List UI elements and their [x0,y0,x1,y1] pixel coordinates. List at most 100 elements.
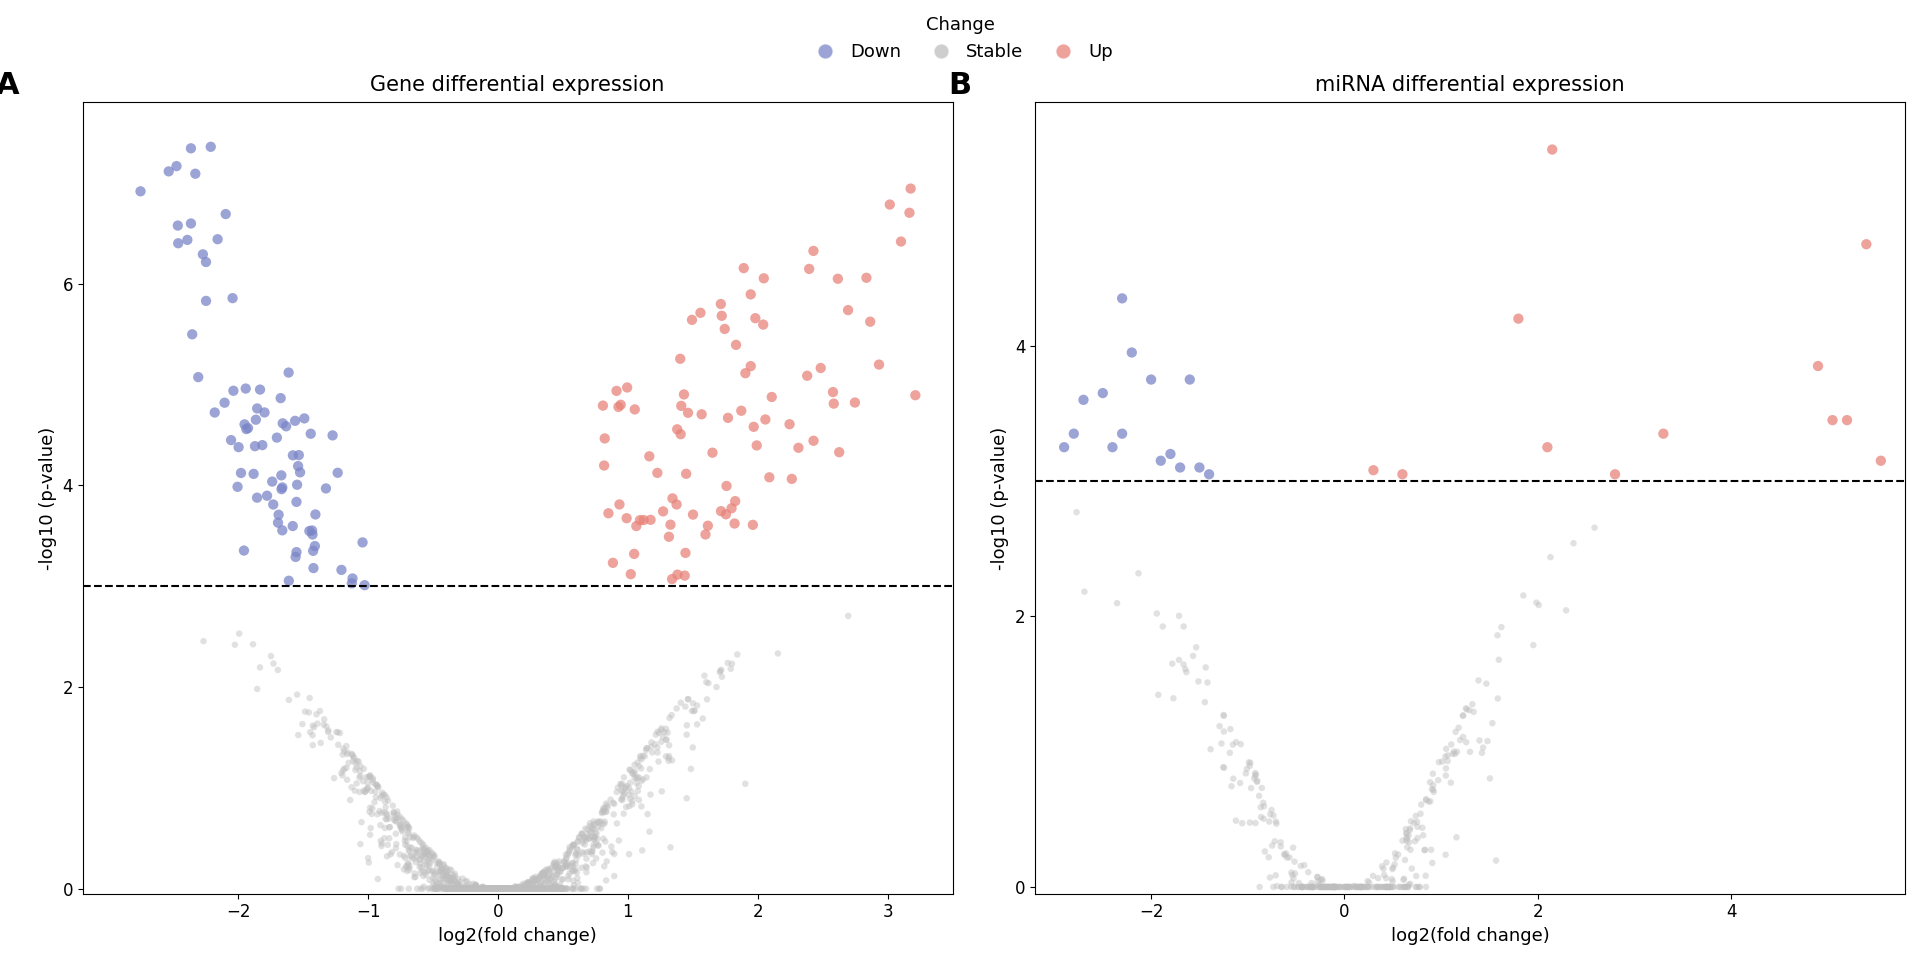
Point [516,881,547,897]
Point [399,866,430,881]
Point [1350,879,1380,895]
Point [643,754,674,769]
Point [551,881,582,897]
Point [1236,780,1267,796]
Point [438,881,468,897]
Point [257,656,288,671]
Point [476,881,507,897]
Point [415,880,445,896]
Point [511,881,541,897]
Point [614,847,645,862]
Point [655,737,685,753]
Point [190,293,221,308]
Point [488,881,518,897]
Point [534,876,564,891]
Point [522,876,553,892]
Point [1096,440,1127,455]
Point [407,840,438,855]
Point [1331,879,1361,895]
Point [371,811,401,827]
Point [1411,793,1442,808]
Point [453,881,484,897]
X-axis label: log2(fold change): log2(fold change) [1390,927,1549,945]
Point [296,725,326,740]
Point [480,881,511,897]
Point [557,881,588,897]
Point [689,527,720,542]
Point [566,827,597,842]
Point [1254,850,1284,865]
Point [436,873,467,888]
Point [499,878,530,894]
Point [1240,768,1271,783]
Point [1392,833,1423,849]
Point [490,881,520,897]
Point [319,771,349,786]
Point [607,778,637,793]
Point [1319,879,1350,895]
Point [461,881,492,897]
Point [1415,794,1446,809]
Point [1346,879,1377,895]
Point [524,869,555,884]
Point [626,843,657,858]
Point [1361,879,1392,895]
Point [413,852,444,868]
Point [438,881,468,897]
Point [1102,595,1133,611]
Point [505,881,536,897]
Point [442,881,472,897]
Point [301,716,332,732]
Point [374,847,405,862]
Point [326,563,357,578]
Point [1265,834,1296,850]
Point [707,308,737,324]
Point [530,881,561,897]
Point [499,881,530,897]
Point [422,876,453,892]
Point [453,881,484,897]
Point [432,863,463,878]
Point [1294,879,1325,895]
Point [532,881,563,897]
Point [505,881,536,897]
Point [513,880,543,896]
Point [380,814,411,829]
Point [501,879,532,895]
Point [584,814,614,829]
Point [428,867,459,882]
Point [426,881,457,897]
Point [518,881,549,897]
Point [532,871,563,886]
Point [566,826,597,841]
Point [419,867,449,882]
Point [1436,775,1467,790]
Point [1369,879,1400,895]
Point [528,867,559,882]
Point [420,854,451,870]
Point [584,838,614,853]
Point [662,567,693,583]
Point [426,862,457,877]
Point [551,859,582,875]
Point [378,798,409,813]
Point [1430,741,1461,756]
Point [1467,745,1498,760]
Point [662,421,693,437]
Point [182,370,213,385]
Point [457,881,488,897]
Point [545,881,576,897]
Point [476,881,507,897]
Point [1238,771,1269,786]
Point [478,881,509,897]
Point [1300,879,1331,895]
Point [705,297,735,312]
Point [349,784,380,800]
Point [624,792,655,807]
Point [1319,879,1350,895]
Point [476,881,507,897]
Point [240,412,271,427]
Point [378,812,409,828]
Point [125,183,156,199]
Point [436,871,467,886]
